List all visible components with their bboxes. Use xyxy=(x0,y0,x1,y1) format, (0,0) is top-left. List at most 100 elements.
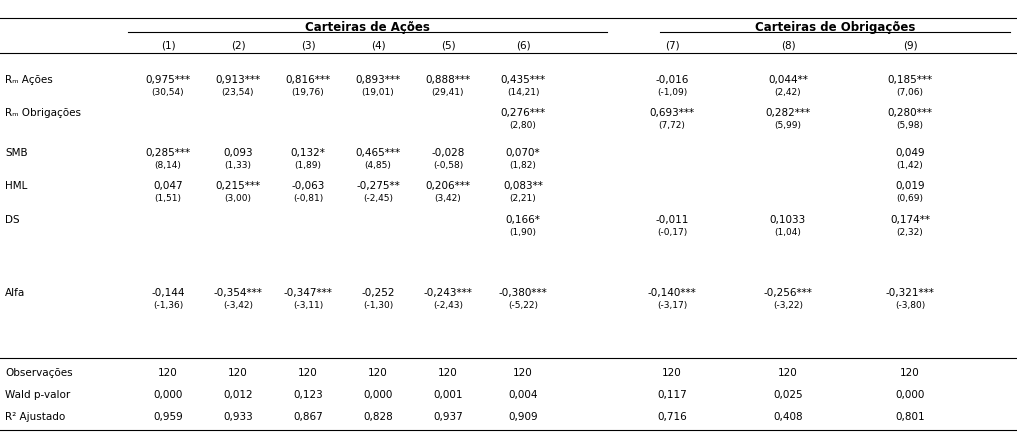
Text: (-2,45): (-2,45) xyxy=(363,194,393,203)
Text: 0,083**: 0,083** xyxy=(503,181,543,191)
Text: (1,33): (1,33) xyxy=(225,161,251,170)
Text: 120: 120 xyxy=(662,368,681,378)
Text: (-3,11): (-3,11) xyxy=(293,301,323,310)
Text: (-1,36): (-1,36) xyxy=(153,301,183,310)
Text: (-1,30): (-1,30) xyxy=(363,301,394,310)
Text: (-3,22): (-3,22) xyxy=(773,301,803,310)
Text: DS: DS xyxy=(5,215,19,225)
Text: -0,144: -0,144 xyxy=(152,288,185,298)
Text: (-2,43): (-2,43) xyxy=(433,301,463,310)
Text: 0,801: 0,801 xyxy=(895,412,924,422)
Text: -0,380***: -0,380*** xyxy=(498,288,547,298)
Text: (1,04): (1,04) xyxy=(775,228,801,237)
Text: (6): (6) xyxy=(516,41,530,51)
Text: 0,276***: 0,276*** xyxy=(500,108,545,118)
Text: 0,959: 0,959 xyxy=(154,412,183,422)
Text: (3,00): (3,00) xyxy=(225,194,251,203)
Text: -0,016: -0,016 xyxy=(655,75,689,85)
Text: HML: HML xyxy=(5,181,27,191)
Text: (2,32): (2,32) xyxy=(897,228,923,237)
Text: Rₘ Ações: Rₘ Ações xyxy=(5,75,53,85)
Text: (-0,58): (-0,58) xyxy=(433,161,463,170)
Text: 120: 120 xyxy=(228,368,248,378)
Text: Carteiras de Obrigações: Carteiras de Obrigações xyxy=(755,22,915,34)
Text: 120: 120 xyxy=(900,368,919,378)
Text: 0,975***: 0,975*** xyxy=(145,75,190,85)
Text: 0,044**: 0,044** xyxy=(768,75,807,85)
Text: (7,72): (7,72) xyxy=(659,121,685,130)
Text: (4): (4) xyxy=(370,41,385,51)
Text: (14,21): (14,21) xyxy=(506,88,539,97)
Text: 0,408: 0,408 xyxy=(773,412,802,422)
Text: -0,252: -0,252 xyxy=(361,288,395,298)
Text: 0,285***: 0,285*** xyxy=(145,148,190,158)
Text: (29,41): (29,41) xyxy=(432,88,464,97)
Text: -0,256***: -0,256*** xyxy=(764,288,813,298)
Text: 0,206***: 0,206*** xyxy=(425,181,471,191)
Text: (-3,17): (-3,17) xyxy=(657,301,687,310)
Text: -0,140***: -0,140*** xyxy=(648,288,697,298)
Text: (1,51): (1,51) xyxy=(155,194,181,203)
Text: -0,321***: -0,321*** xyxy=(886,288,935,298)
Text: 0,025: 0,025 xyxy=(773,390,802,400)
Text: Alfa: Alfa xyxy=(5,288,25,298)
Text: Observações: Observações xyxy=(5,368,72,378)
Text: 0,280***: 0,280*** xyxy=(888,108,933,118)
Text: 0,888***: 0,888*** xyxy=(425,75,471,85)
Text: 0,816***: 0,816*** xyxy=(286,75,331,85)
Text: (4,85): (4,85) xyxy=(364,161,392,170)
Text: (0,69): (0,69) xyxy=(897,194,923,203)
Text: Wald p-valor: Wald p-valor xyxy=(5,390,70,400)
Text: 0,049: 0,049 xyxy=(895,148,924,158)
Text: 0,913***: 0,913*** xyxy=(216,75,260,85)
Text: 120: 120 xyxy=(438,368,458,378)
Text: 0,117: 0,117 xyxy=(657,390,686,400)
Text: 0,166*: 0,166* xyxy=(505,215,540,225)
Text: (1,82): (1,82) xyxy=(510,161,536,170)
Text: 120: 120 xyxy=(158,368,178,378)
Text: 0,174**: 0,174** xyxy=(890,215,930,225)
Text: (1,42): (1,42) xyxy=(897,161,923,170)
Text: 0,047: 0,047 xyxy=(154,181,183,191)
Text: 0,000: 0,000 xyxy=(154,390,183,400)
Text: -0,347***: -0,347*** xyxy=(284,288,333,298)
Text: R² Ajustado: R² Ajustado xyxy=(5,412,65,422)
Text: (8,14): (8,14) xyxy=(155,161,181,170)
Text: (-3,80): (-3,80) xyxy=(895,301,925,310)
Text: 0,000: 0,000 xyxy=(895,390,924,400)
Text: 0,693***: 0,693*** xyxy=(650,108,695,118)
Text: 0,465***: 0,465*** xyxy=(355,148,401,158)
Text: 0,828: 0,828 xyxy=(363,412,393,422)
Text: 0,001: 0,001 xyxy=(433,390,463,400)
Text: 0,215***: 0,215*** xyxy=(216,181,260,191)
Text: Carteiras de Ações: Carteiras de Ações xyxy=(305,22,430,34)
Text: -0,354***: -0,354*** xyxy=(214,288,262,298)
Text: (19,01): (19,01) xyxy=(362,88,395,97)
Text: (-5,22): (-5,22) xyxy=(508,301,538,310)
Text: 120: 120 xyxy=(514,368,533,378)
Text: 0,1033: 0,1033 xyxy=(770,215,806,225)
Text: (-1,09): (-1,09) xyxy=(657,88,687,97)
Text: 0,716: 0,716 xyxy=(657,412,686,422)
Text: (5,98): (5,98) xyxy=(897,121,923,130)
Text: (2): (2) xyxy=(231,41,245,51)
Text: (19,76): (19,76) xyxy=(292,88,324,97)
Text: (1,90): (1,90) xyxy=(510,228,537,237)
Text: -0,063: -0,063 xyxy=(291,181,324,191)
Text: -0,243***: -0,243*** xyxy=(423,288,473,298)
Text: (2,21): (2,21) xyxy=(510,194,536,203)
Text: 120: 120 xyxy=(778,368,798,378)
Text: (-3,42): (-3,42) xyxy=(223,301,253,310)
Text: (2,42): (2,42) xyxy=(775,88,801,97)
Text: (30,54): (30,54) xyxy=(152,88,184,97)
Text: SMB: SMB xyxy=(5,148,27,158)
Text: -0,011: -0,011 xyxy=(655,215,689,225)
Text: (1,89): (1,89) xyxy=(295,161,321,170)
Text: 0,282***: 0,282*** xyxy=(766,108,811,118)
Text: 0,123: 0,123 xyxy=(293,390,322,400)
Text: (8): (8) xyxy=(781,41,795,51)
Text: 0,012: 0,012 xyxy=(223,390,253,400)
Text: -0,275**: -0,275** xyxy=(356,181,400,191)
Text: (2,80): (2,80) xyxy=(510,121,536,130)
Text: (5,99): (5,99) xyxy=(775,121,801,130)
